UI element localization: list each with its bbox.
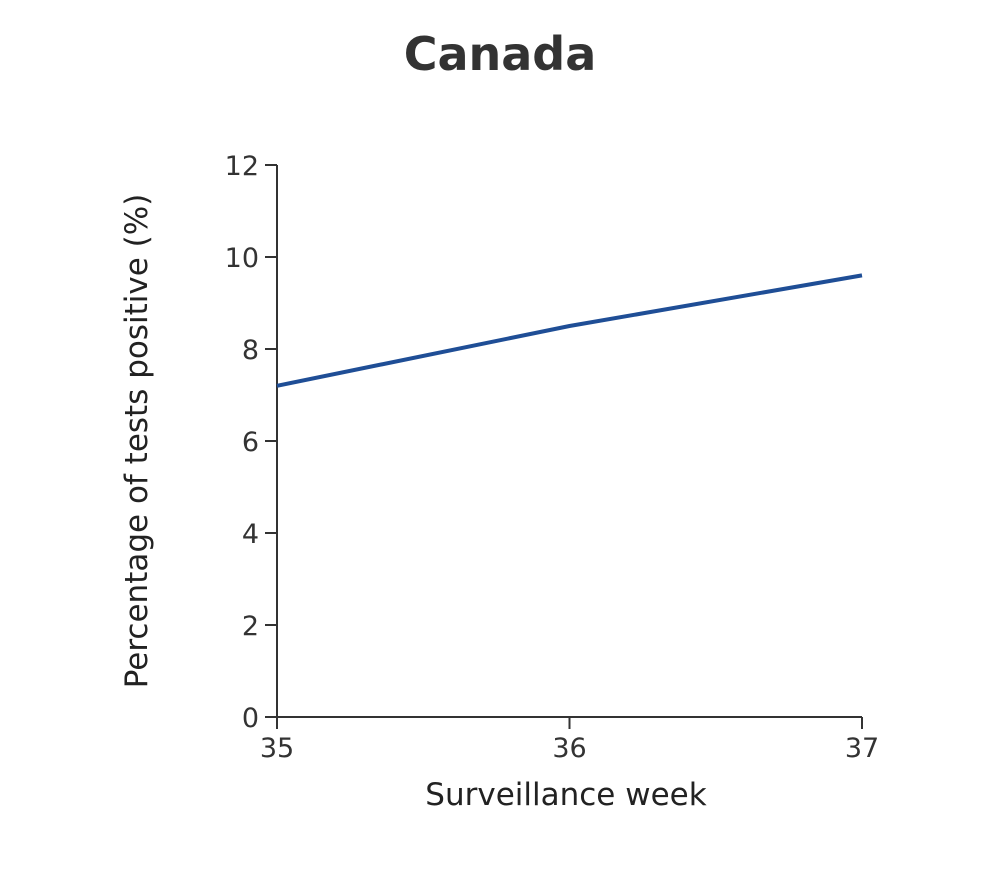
y-tick-label: 6 <box>242 427 259 458</box>
y-tick-label: 0 <box>242 703 259 734</box>
x-tick-label: 35 <box>260 733 294 764</box>
x-tick-label: 36 <box>552 733 586 764</box>
y-tick-label: 12 <box>225 151 259 182</box>
x-tick-label: 37 <box>845 733 879 764</box>
series-group <box>276 273 863 388</box>
y-tick-label: 10 <box>225 243 259 274</box>
chart-title: Canada <box>404 27 597 81</box>
series-line <box>276 273 863 388</box>
y-axis-title: Percentage of tests positive (%) <box>119 194 155 689</box>
x-axis-ticks: 35 36 37 <box>260 717 879 764</box>
y-tick-label: 8 <box>242 335 259 366</box>
y-axis-ticks: 0 2 4 6 8 10 12 <box>225 151 277 734</box>
y-tick-label: 2 <box>242 611 259 642</box>
y-tick-label: 4 <box>242 519 259 550</box>
x-axis-title: Surveillance week <box>425 777 706 813</box>
